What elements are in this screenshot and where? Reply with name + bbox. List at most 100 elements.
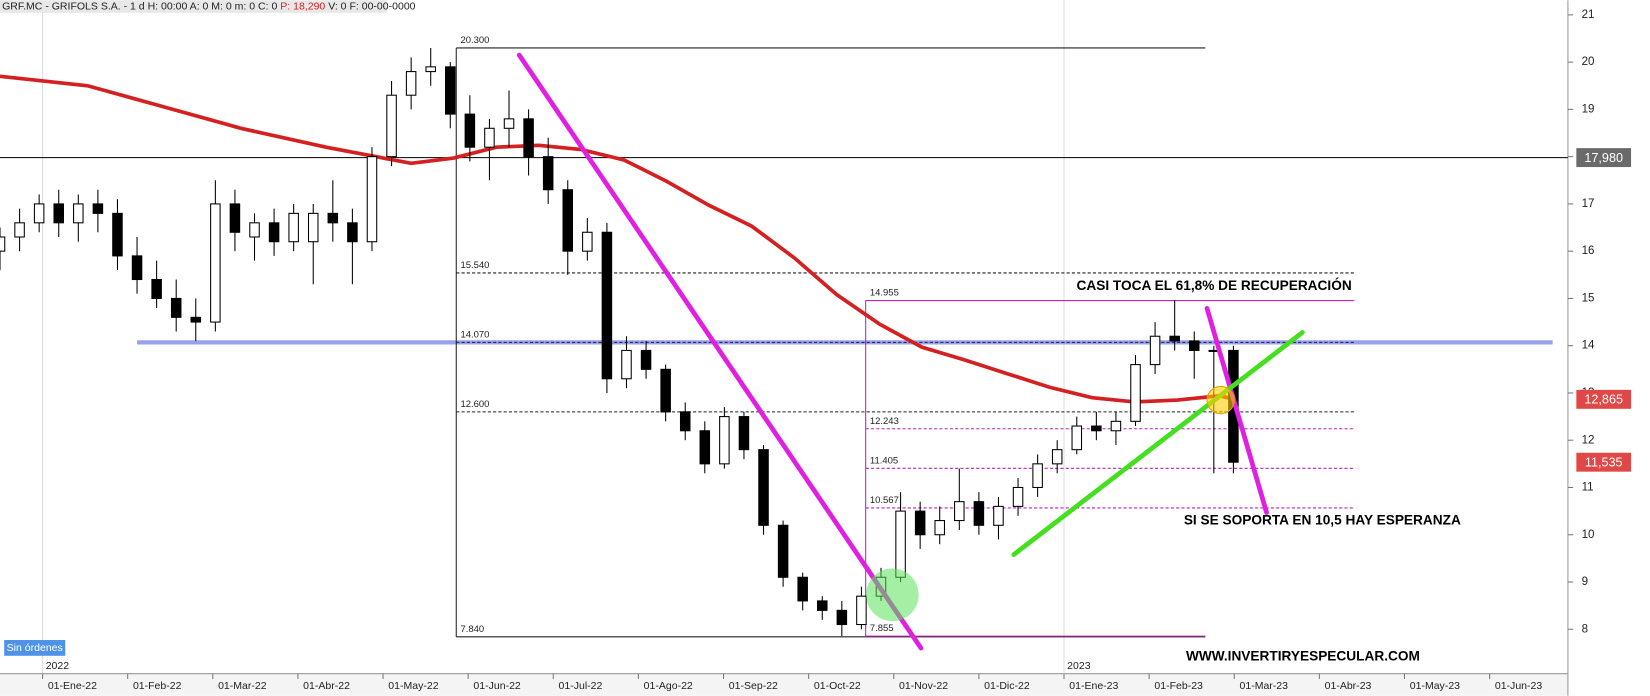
- x-tick-label: 01-Ene-22: [48, 680, 97, 692]
- candle-body: [288, 212, 299, 243]
- candle-body: [327, 212, 339, 224]
- candle-body: [170, 297, 182, 318]
- x-tick-label: 01-Dic-22: [984, 680, 1030, 692]
- candle-body: [1169, 335, 1180, 342]
- candle-body: [503, 118, 515, 129]
- moving-average: [0, 74, 1235, 404]
- annotation: WWW.INVERTIRYESPECULAR.COM: [1186, 648, 1420, 663]
- x-tick-label: 01-Mar-23: [1240, 680, 1289, 692]
- retracement-label: 14.070: [460, 330, 489, 341]
- price-marker-label: 12,865: [1584, 393, 1623, 407]
- header-text: GRF.MC - GRIFOLS S.A. - 1 d H: 00:00 A: …: [2, 0, 280, 12]
- candle-body: [0, 236, 6, 252]
- y-tick-label: 14: [1582, 340, 1595, 352]
- candle-body: [797, 576, 808, 602]
- candle-body: [229, 203, 241, 233]
- candle-body: [268, 222, 280, 243]
- candle-body: [699, 430, 711, 465]
- candle-body: [405, 71, 417, 96]
- trendline: [1011, 330, 1305, 557]
- price-marker-label: 17,980: [1584, 151, 1623, 165]
- plot-area: 20.300 15.540 14.070 12.600 7.840 14.955 12.24…: [0, 0, 1568, 674]
- header-price: P: 18,290: [280, 0, 325, 12]
- candle-body: [895, 510, 906, 578]
- annotation: SI SE SOPORTA EN 10,5 HAY ESPERANZA: [1184, 513, 1461, 528]
- candle-body: [914, 510, 926, 536]
- candle-body: [973, 501, 985, 526]
- candle-body: [523, 118, 534, 158]
- candle-body: [1032, 463, 1043, 489]
- y-tick-label: 20: [1582, 56, 1595, 68]
- trendline: [1204, 305, 1269, 515]
- axes: 8910111213141516171819202101-Ene-2201-Fe…: [42, 9, 1632, 692]
- candle-body: [249, 222, 260, 238]
- y-tick-label: 21: [1582, 9, 1595, 21]
- badge-text: Sin órdenes: [7, 642, 63, 654]
- x-tick-label: 01-Ene-23: [1069, 680, 1118, 692]
- candle-body: [562, 189, 574, 252]
- retracement-label: 12.600: [460, 399, 489, 410]
- y-tick-label: 19: [1582, 103, 1595, 115]
- candle-body: [190, 316, 202, 323]
- candle-body: [993, 505, 1004, 526]
- candle-body: [386, 94, 397, 158]
- retracement-label: 15.540: [460, 260, 489, 271]
- retracement-label: 14.955: [870, 288, 899, 299]
- y-tick-label: 15: [1582, 292, 1595, 304]
- candle-body: [1012, 486, 1024, 507]
- candle-body: [836, 609, 848, 626]
- year-label: 2023: [1067, 660, 1091, 672]
- badge: [4, 640, 66, 656]
- candle-body: [934, 520, 945, 536]
- header-text: V: 0 F: 00-00-0000: [325, 0, 415, 12]
- candle-body: [425, 66, 436, 73]
- price-marker: [1576, 389, 1632, 409]
- x-tick-label: 01-Abr-22: [303, 680, 350, 692]
- highlight-circle: [866, 568, 919, 622]
- candle-body: [464, 113, 476, 148]
- retracement-label: 20.300: [460, 35, 489, 46]
- y-tick-label: 17: [1582, 198, 1595, 210]
- candle-body: [131, 255, 143, 281]
- candle-body: [112, 212, 123, 257]
- x-tick-label: 01-Jul-22: [559, 680, 603, 692]
- candle-body: [14, 222, 25, 238]
- candle-body: [347, 222, 358, 243]
- x-tick-label: 01-Abr-23: [1325, 680, 1372, 692]
- candle-body: [621, 349, 632, 380]
- candle-body: [817, 600, 828, 611]
- candle-body: [307, 212, 319, 243]
- year-label: 2022: [46, 660, 70, 672]
- retracement-label: 10.567: [870, 495, 899, 506]
- candle-body: [954, 501, 965, 522]
- x-axis-strip: [0, 673, 1568, 696]
- retracement-label: 12.243: [870, 416, 899, 427]
- y-tick-label: 8: [1582, 623, 1588, 635]
- x-tick-label: 01-May-22: [388, 680, 438, 692]
- candle-body: [679, 411, 691, 432]
- candle-body: [660, 368, 671, 413]
- price-marker: [1576, 148, 1632, 168]
- candle-body: [366, 156, 378, 243]
- retracement-label: 7.840: [460, 624, 484, 635]
- x-tick-label: 01-Mar-22: [218, 680, 267, 692]
- retracement-label: 11.405: [870, 455, 898, 466]
- candle-body: [53, 203, 64, 224]
- candle-body: [445, 66, 456, 115]
- x-tick-label: 01-Oct-22: [814, 680, 861, 692]
- y-tick-label: 11: [1582, 482, 1594, 494]
- header-bar: [0, 0, 388, 13]
- x-tick-label: 01-Feb-23: [1154, 680, 1203, 692]
- y-tick-label: 12: [1582, 434, 1595, 446]
- price-marker: [1576, 452, 1632, 472]
- candle-body: [758, 449, 769, 526]
- x-tick-label: 01-Nov-22: [899, 680, 948, 692]
- highlight-circle: [1206, 385, 1235, 415]
- x-tick-label: 01-Feb-22: [133, 680, 182, 692]
- x-tick-label: 01-Jun-23: [1495, 680, 1543, 692]
- candle-body: [1110, 420, 1122, 432]
- candle-body: [1071, 425, 1083, 451]
- candle-body: [33, 203, 45, 224]
